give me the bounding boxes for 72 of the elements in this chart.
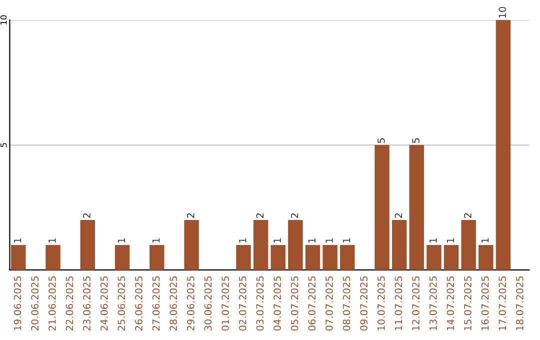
- data-label: 1: [482, 238, 489, 243]
- x-tick-label: 03.07.2025: [256, 276, 264, 331]
- data-label: 2: [394, 213, 402, 218]
- data-label: 2: [464, 213, 472, 218]
- bar: [11, 244, 26, 270]
- x-tick-label: 04.07.2025: [274, 276, 281, 331]
- x-tick-label: 10.07.2025: [377, 276, 385, 330]
- bar: [444, 244, 459, 270]
- x-tick-label: 01.07.2025: [222, 276, 229, 331]
- data-label: 1: [14, 238, 22, 243]
- data-label: 1: [239, 238, 246, 243]
- data-label: 1: [48, 238, 56, 243]
- x-tick-label: 14.07.2025: [446, 276, 454, 330]
- data-label: 1: [326, 238, 333, 243]
- data-label: 2: [187, 213, 194, 218]
- bar: [288, 220, 303, 270]
- x-tick-label: 25.06.2025: [118, 276, 126, 330]
- x-tick-label: 18.07.2025: [516, 276, 524, 330]
- bar: [322, 244, 338, 270]
- x-tick-label: 11.07.2025: [394, 276, 402, 330]
- x-tick-label: 02.07.2025: [238, 276, 246, 331]
- bar: [270, 244, 286, 270]
- x-tick-label: 30.06.2025: [204, 276, 212, 330]
- x-tick-label: 24.06.2025: [100, 276, 108, 330]
- data-label: 2: [83, 213, 90, 218]
- data-label: 1: [342, 238, 350, 243]
- bar: [305, 244, 320, 270]
- x-tick-label: 16.07.2025: [481, 276, 489, 330]
- bar: [236, 244, 251, 270]
- bar: [392, 220, 407, 270]
- bar: [150, 244, 164, 270]
- data-label: 1: [308, 238, 316, 243]
- bar: [374, 145, 390, 270]
- bar: [340, 244, 355, 270]
- bar: [184, 220, 199, 270]
- bar: [409, 145, 424, 270]
- bar: [478, 244, 494, 270]
- x-tick-label: 27.06.2025: [152, 276, 160, 330]
- data-label: 5: [378, 138, 385, 143]
- data-label: 1: [274, 238, 281, 243]
- data-label: 10: [498, 6, 506, 18]
- x-tick-label: 28.06.2025: [170, 276, 178, 330]
- x-tick-label: 19.06.2025: [14, 276, 22, 330]
- x-tick-label: 23.06.2025: [83, 276, 90, 330]
- x-tick-label: 07.07.2025: [326, 276, 333, 331]
- x-tick-label: 12.07.2025: [412, 276, 420, 330]
- bar: [496, 20, 511, 270]
- x-tick-label: 05.07.2025: [290, 276, 298, 331]
- bar: [461, 220, 476, 270]
- bar: [114, 244, 130, 270]
- data-label: 1: [446, 238, 454, 243]
- x-tick-label: 29.06.2025: [187, 276, 194, 330]
- x-tick-label: 22.06.2025: [66, 276, 74, 330]
- data-label: 2: [290, 213, 298, 218]
- x-tick-label: 21.06.2025: [48, 276, 56, 330]
- data-label: 5: [412, 138, 420, 143]
- x-tick-label: 15.07.2025: [464, 276, 472, 330]
- x-tick-label: 26.06.2025: [135, 276, 142, 330]
- x-tick-label: 13.07.2025: [429, 276, 437, 330]
- bar: [426, 244, 442, 270]
- x-tick-label: 09.07.2025: [360, 276, 368, 331]
- x-tick-label: 08.07.2025: [342, 276, 350, 331]
- x-tick-label: 20.06.2025: [31, 276, 39, 330]
- data-label: 1: [152, 238, 160, 243]
- x-tick-label: 06.07.2025: [308, 276, 316, 331]
- bar: [80, 220, 95, 270]
- x-tick-label: 17.07.2025: [498, 276, 506, 330]
- data-label: 1: [430, 238, 437, 243]
- data-label: 2: [256, 213, 264, 218]
- bar: [253, 220, 268, 270]
- data-label: 1: [118, 238, 125, 243]
- bar: [46, 244, 60, 270]
